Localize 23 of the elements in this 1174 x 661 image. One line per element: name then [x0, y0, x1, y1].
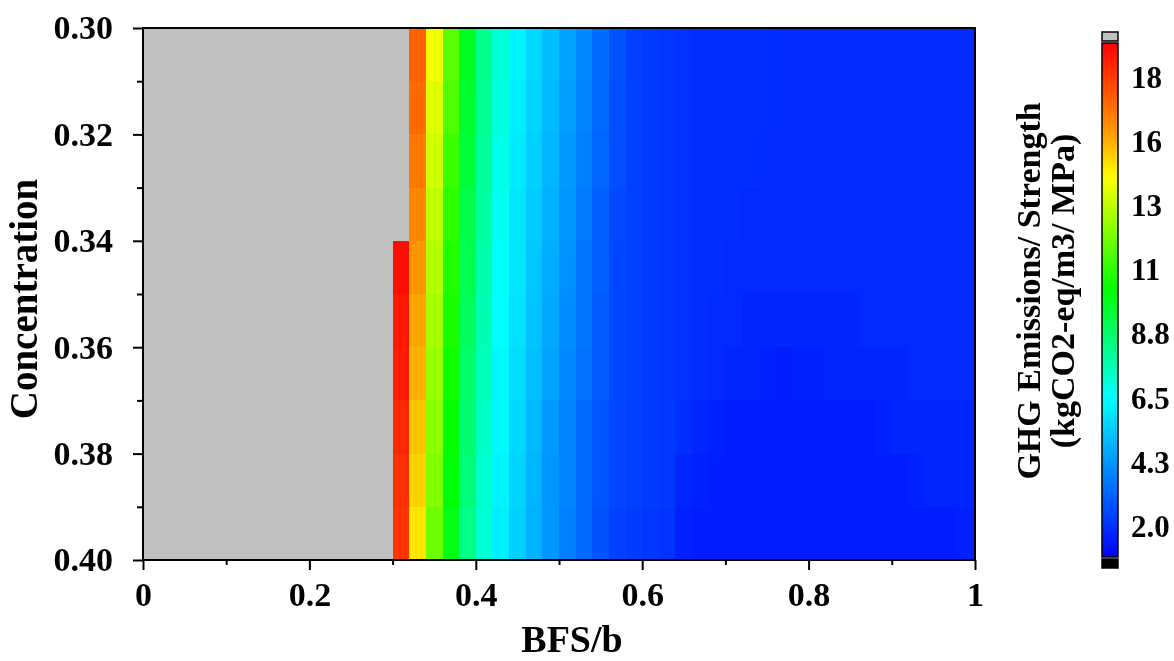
y-tick-label: 0.34 — [53, 222, 113, 260]
y-tick-label: 0.38 — [53, 434, 113, 472]
y-tick-label: 0.32 — [53, 115, 113, 153]
y-axis-title: Concentration — [2, 178, 45, 420]
color-bar-label: 2.0 — [1131, 508, 1170, 544]
y-tick-label: 0.36 — [53, 328, 113, 366]
color-bar-label: 11 — [1131, 252, 1161, 288]
x-tick-label: 0.2 — [288, 576, 332, 614]
x-tick-label: 0 — [135, 576, 152, 614]
color-bar-label: 13 — [1131, 188, 1162, 224]
x-tick-label: 0.8 — [787, 576, 831, 614]
x-axis-title: BFS/b — [521, 618, 623, 660]
color-bar-label: 4.3 — [1131, 444, 1170, 480]
y-tick-label: 0.40 — [53, 541, 113, 579]
color-bar-label: 18 — [1131, 59, 1162, 95]
x-tick-label: 0.6 — [621, 576, 664, 614]
color-bar-label: 8.8 — [1131, 316, 1170, 352]
y-tick-label: 0.30 — [53, 9, 113, 47]
color-bar-title: GHG Emissions/ Strength (kgCO2-eq/m3/ MPa) — [1010, 102, 1082, 480]
x-tick-label: 0.4 — [455, 576, 498, 614]
x-tick-label: 1 — [967, 576, 984, 614]
color-bar-label: 16 — [1131, 124, 1162, 160]
color-bar-label: 6.5 — [1131, 380, 1170, 416]
